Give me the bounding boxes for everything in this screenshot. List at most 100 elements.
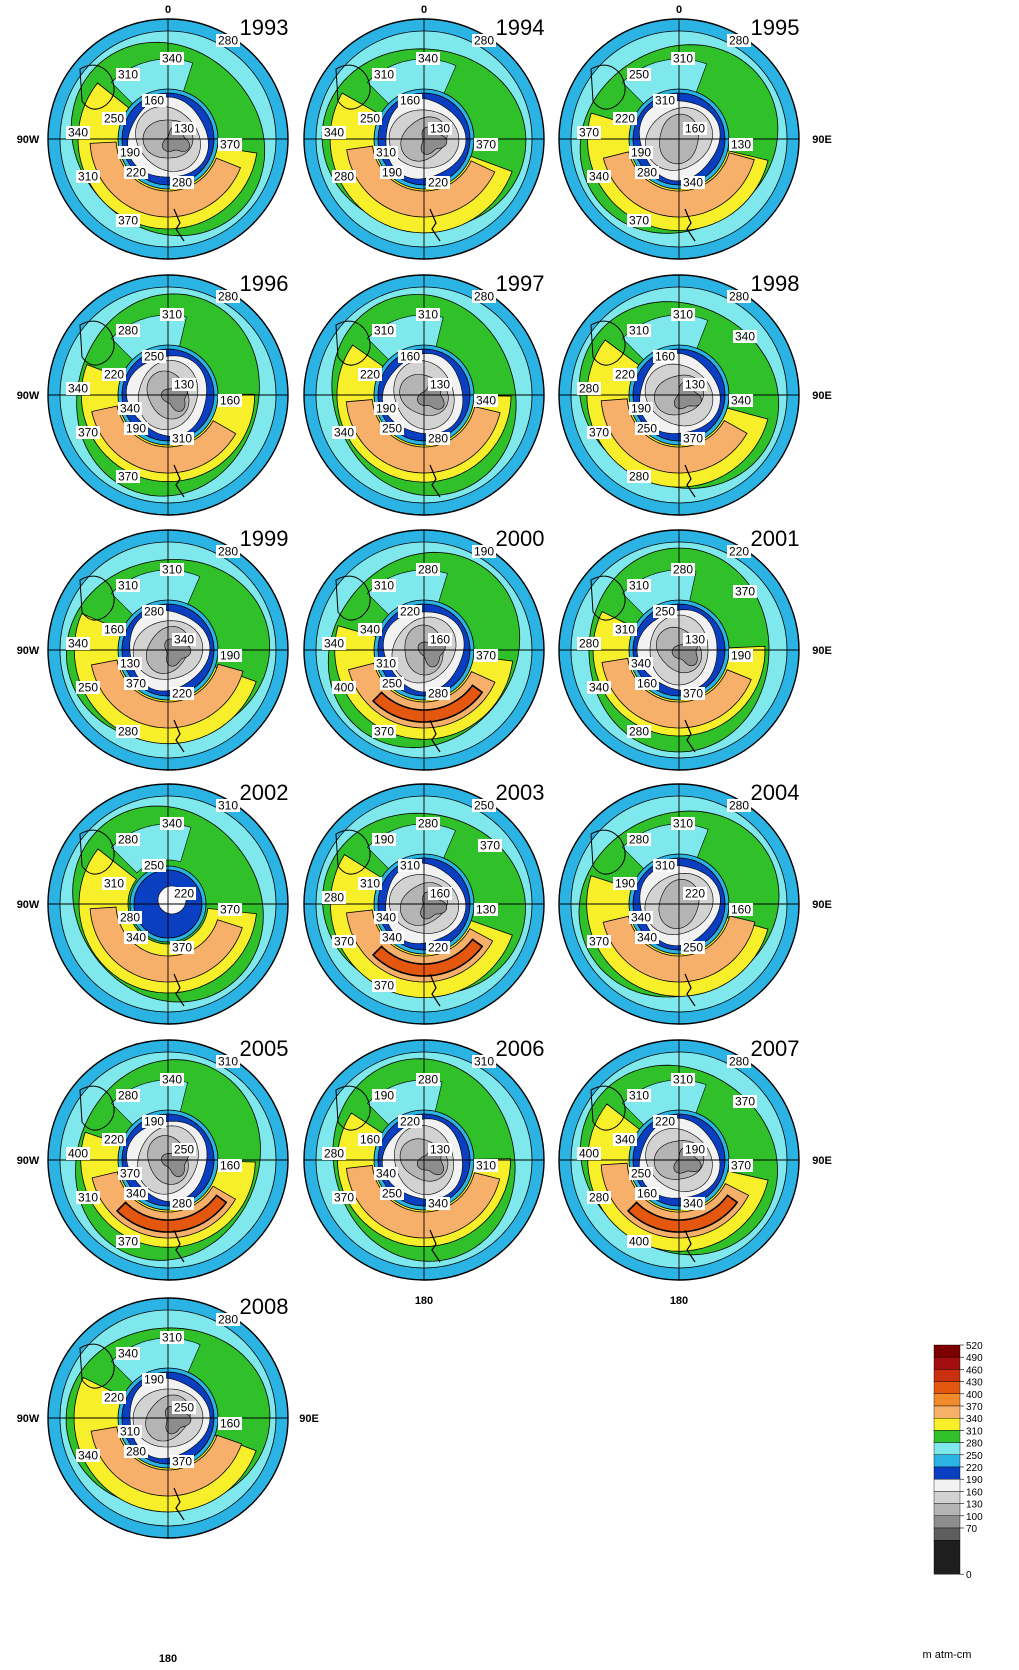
contour-label-bg — [372, 68, 396, 81]
map-panel-1996: 1996 310 280 280 220 250 130 160 340 190 310 370 340… — [47, 271, 289, 516]
contour-label: 160 — [430, 633, 450, 647]
contour-label-bg — [142, 1115, 166, 1128]
contour-label-bg — [358, 112, 382, 125]
contour-label: 220 — [615, 112, 635, 126]
contour-label-bg — [653, 350, 677, 363]
map-panel-2004: 2004 310 280 280 190 310 220 160 340 340 250 370 — [558, 780, 800, 1025]
panel-year: 1996 — [240, 271, 289, 296]
contour-label-bg — [627, 68, 651, 81]
contour-label-bg — [629, 911, 653, 924]
contour-label-bg — [160, 52, 184, 65]
contour-label: 310 — [120, 1425, 140, 1439]
contour-label: 280 — [218, 34, 238, 48]
contour-label-bg — [374, 911, 398, 924]
contour-label: 160 — [637, 677, 657, 691]
contour-label: 280 — [729, 290, 749, 304]
contour-label-bg — [170, 1455, 194, 1468]
contour-label: 130 — [174, 122, 194, 136]
contour-label-bg — [124, 1445, 148, 1458]
contour-label-bg — [218, 649, 242, 662]
colorbar-swatch — [933, 1527, 961, 1541]
contour-label-bg — [577, 126, 601, 139]
contour-label: 160 — [360, 1133, 380, 1147]
contour-label-bg — [472, 34, 496, 47]
contour-label: 190 — [631, 402, 651, 416]
contour-label-bg — [374, 657, 398, 670]
contour-label-bg — [577, 382, 601, 395]
colorbar-tick-label: 0 — [966, 1570, 972, 1581]
axis-label-90w: 90W — [17, 134, 40, 146]
contour-label-bg — [426, 176, 450, 189]
contour-label: 370 — [476, 138, 496, 152]
contour-label-bg — [683, 633, 707, 646]
contour-label-bg — [428, 887, 452, 900]
colorbar-tick-label: 340 — [966, 1414, 983, 1425]
panel-year: 2003 — [496, 780, 545, 805]
contour-label-bg — [322, 637, 346, 650]
contour-label-bg — [428, 378, 452, 391]
contour-label-bg — [671, 817, 695, 830]
contour-label: 370 — [683, 432, 703, 446]
contour-label: 250 — [144, 350, 164, 364]
colorbar-tick-label: 400 — [966, 1390, 983, 1401]
contour-label: 280 — [118, 833, 138, 847]
contour-label-bg — [577, 1147, 601, 1160]
map-panel-2005: 2005 340 310 280 220 190 250 160 370 340 280 310 400… — [47, 1036, 289, 1281]
contour-label: 400 — [579, 1147, 599, 1161]
contour-label-bg — [428, 633, 452, 646]
contour-label-bg — [118, 402, 142, 415]
contour-label: 280 — [579, 637, 599, 651]
contour-label: 280 — [629, 470, 649, 484]
contour-label: 250 — [78, 681, 98, 695]
contour-label-bg — [398, 859, 422, 872]
contour-label: 280 — [126, 1445, 146, 1459]
contour-label-bg — [332, 935, 356, 948]
contour-label: 310 — [673, 308, 693, 322]
contour-label: 280 — [418, 563, 438, 577]
contour-label-bg — [426, 941, 450, 954]
contour-label-bg — [613, 112, 637, 125]
colorbar-swatch — [933, 1442, 961, 1455]
contour-label-bg — [727, 1055, 751, 1068]
contour-label-bg — [683, 887, 707, 900]
colorbar-tick-label: 430 — [966, 1378, 983, 1389]
contour-label: 190 — [120, 146, 140, 160]
colorbar-swatch — [933, 1503, 961, 1516]
coastline — [173, 973, 185, 1007]
contour-label-bg — [76, 426, 100, 439]
contour-label: 310 — [673, 52, 693, 66]
axis-label-90w: 90W — [17, 1155, 40, 1167]
map-panel-1993: 1993 340 280 310 250 160 130 370 190 220 280 310 340… — [47, 15, 289, 260]
contour-label-bg — [124, 677, 148, 690]
colorbar-tick-label: 460 — [966, 1365, 983, 1376]
contour-label: 220 — [104, 1133, 124, 1147]
contour-label: 280 — [474, 290, 494, 304]
contour-label: 310 — [474, 1055, 494, 1069]
contour-label-bg — [627, 833, 651, 846]
contour-label: 160 — [731, 903, 751, 917]
panel-year: 2008 — [240, 1294, 289, 1319]
colorbar-tick-label: 520 — [966, 1341, 983, 1352]
contour-label: 250 — [360, 112, 380, 126]
contour-label-bg — [727, 34, 751, 47]
contour-label-bg — [124, 931, 148, 944]
contour-label-bg — [627, 725, 651, 738]
contour-label-bg — [474, 903, 498, 916]
contour-label-bg — [472, 545, 496, 558]
coastline — [684, 1229, 696, 1263]
contour-label: 370 — [480, 839, 500, 853]
contour-label: 130 — [685, 378, 705, 392]
contour-label: 340 — [68, 382, 88, 396]
contour-label: 340 — [428, 1197, 448, 1211]
contour-label-bg — [727, 545, 751, 558]
contour-label: 250 — [174, 1143, 194, 1157]
contour-label-bg — [416, 308, 440, 321]
contour-label: 160 — [104, 623, 124, 637]
coastline — [79, 829, 115, 875]
contour-label: 340 — [162, 52, 182, 66]
coastline — [684, 973, 696, 1007]
contour-label: 310 — [655, 94, 675, 108]
contour-370 — [600, 398, 748, 474]
contour-label-bg — [218, 1159, 242, 1172]
contour-label-bg — [627, 1235, 651, 1248]
